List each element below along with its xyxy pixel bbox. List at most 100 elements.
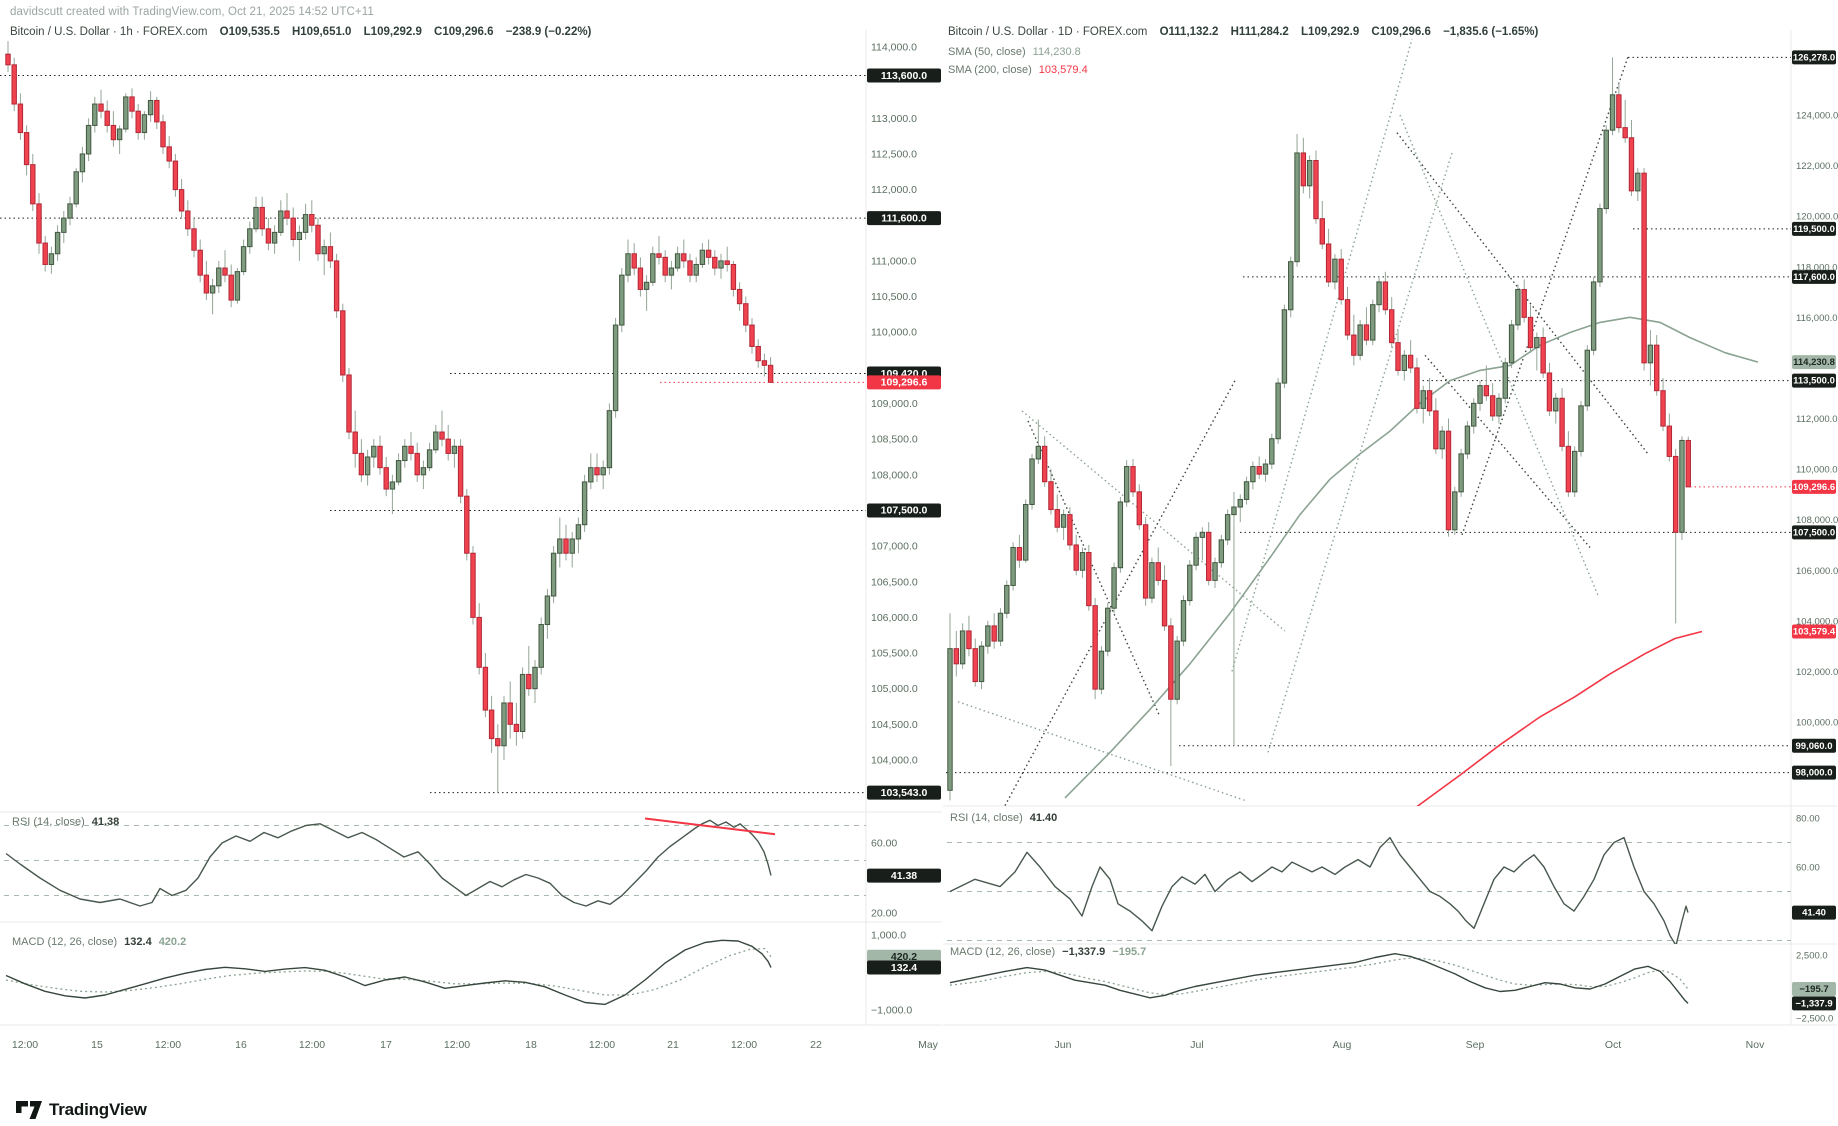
level-badge-bg — [1792, 50, 1836, 65]
price-tick: 108,000.0 — [871, 469, 918, 481]
rsi-tick: 60.00 — [1796, 863, 1820, 874]
price-tick: 102,000.0 — [1796, 667, 1838, 678]
price-tick: 114,000.0 — [871, 42, 917, 54]
candle-body — [1269, 438, 1275, 465]
macd-pane[interactable] — [949, 953, 1689, 1004]
rsi-tick: 80.00 — [1796, 814, 1820, 825]
candle-body — [606, 410, 613, 469]
macd-label-right: MACD (12, 26, close) — [950, 946, 1056, 958]
price-axis[interactable]: 124,000.0 122,000.0 120,000.0 118,000.0 116,… — [1796, 111, 1838, 729]
sma-badge: 114,230.8 — [1792, 355, 1836, 370]
candle-body — [228, 274, 234, 301]
time-tick: 12:00 — [444, 1039, 470, 1051]
time-axis[interactable]: 12:00 15 12:00 16 12:00 17 12:00 18 12:00 21 12:00… — [12, 1039, 822, 1051]
rsi-badge-bg — [867, 868, 941, 883]
macd-badge: 132.4 — [867, 960, 941, 975]
candle-body — [1464, 425, 1471, 455]
candle-body — [54, 231, 61, 255]
trendline[interactable] — [1267, 152, 1453, 753]
price-tick: 112,500.0 — [871, 148, 917, 160]
candle-body — [333, 260, 340, 312]
time-axis[interactable]: May Jun Jul Aug Sep Oct Nov — [918, 1039, 1765, 1051]
sma50-legend[interactable]: SMA (50, close) 114,230.8 — [948, 46, 1081, 58]
legend-right[interactable]: Bitcoin / U.S. Dollar · 1D · FOREX.com O… — [948, 26, 1538, 38]
time-tick: 12:00 — [299, 1039, 325, 1051]
rsi-line — [5, 819, 772, 907]
macd-value-left: 132.4 — [124, 936, 152, 948]
price-tick: 122,000.0 — [1796, 161, 1838, 172]
rsi-pane[interactable] — [4, 817, 866, 907]
symbol-title-right[interactable]: Bitcoin / U.S. Dollar · 1D · FOREX.com — [948, 26, 1148, 38]
candles[interactable] — [947, 57, 1691, 801]
rsi-badge: 41.38 — [867, 868, 941, 883]
candle-body — [1250, 466, 1256, 483]
symbol-title-left[interactable]: Bitcoin / U.S. Dollar · 1h · FOREX.com — [10, 26, 208, 38]
macd-legend-left[interactable]: MACD (12, 26, close) 132.4 420.2 — [12, 936, 186, 948]
price-axis[interactable]: 114,000.0 113,000.0 112,500.0 112,000.0 111,… — [871, 42, 918, 767]
candle-body — [426, 449, 433, 469]
legend-left[interactable]: Bitcoin / U.S. Dollar · 1h · FOREX.com O… — [10, 26, 591, 38]
trendline[interactable] — [1399, 114, 1599, 596]
candle-body — [364, 456, 371, 476]
candle-body — [619, 274, 625, 326]
level-badge-text: 126,278.0 — [1793, 52, 1835, 63]
candle-body — [1426, 390, 1433, 412]
trendline[interactable] — [1231, 38, 1413, 672]
candle-body — [1344, 299, 1351, 336]
trendline[interactable] — [1424, 354, 1591, 548]
sma200-legend[interactable]: SMA (200, close) 103,579.4 — [948, 64, 1088, 76]
candle-body — [1149, 562, 1155, 599]
candles[interactable] — [5, 41, 774, 793]
time-tick: Oct — [1605, 1039, 1621, 1051]
candle-body — [1553, 397, 1559, 412]
macd-line — [949, 953, 1689, 1004]
rsi-tick: 60.00 — [871, 838, 897, 850]
time-tick: 16 — [235, 1039, 247, 1051]
candle-body — [154, 99, 160, 123]
price-tick: 107,000.0 — [871, 541, 918, 553]
candle-body — [1559, 397, 1565, 447]
rsi-legend-right[interactable]: RSI (14, close) 41.40 — [950, 812, 1057, 824]
trendline[interactable] — [1461, 56, 1629, 536]
price-tick: 109,000.0 — [871, 398, 918, 410]
rsi-legend-left[interactable]: RSI (14, close) 41.38 — [12, 816, 119, 828]
candle-body — [1174, 640, 1180, 700]
candle-body — [1395, 342, 1401, 371]
trendline[interactable] — [1021, 410, 1286, 632]
trendline[interactable] — [1027, 420, 1161, 718]
tradingview-logo[interactable]: TradingView — [16, 1100, 147, 1120]
ohlc-open-right: O111,132.2 — [1159, 26, 1219, 38]
candle-body — [346, 374, 352, 433]
close-badge: 109,296.6 — [867, 375, 941, 390]
candle-body — [1168, 625, 1174, 700]
candle-body — [1376, 281, 1382, 306]
trendline[interactable] — [957, 701, 1246, 802]
candle-body — [1521, 289, 1527, 318]
candle-body — [1130, 466, 1136, 493]
candle-body — [98, 103, 104, 112]
candle-body — [488, 709, 495, 740]
candle-body — [36, 203, 42, 244]
macd-tick: 2,500.0 — [1796, 951, 1828, 962]
sma200-value: 103,579.4 — [1038, 64, 1088, 76]
rsi-divergence-line[interactable] — [644, 817, 776, 836]
candle-body — [185, 210, 191, 230]
candle-body — [730, 263, 737, 290]
candle-body — [296, 231, 303, 241]
close-badge: 109,296.6 — [1792, 479, 1836, 494]
ohlc-close-left: C109,296.6 — [434, 26, 494, 38]
price-tick: 116,000.0 — [1796, 313, 1838, 324]
candle-body — [538, 624, 544, 668]
rsi-pane[interactable] — [947, 836, 1791, 946]
candle-body — [1370, 304, 1376, 341]
candle-body — [1004, 584, 1010, 614]
tradingview-brand-text: TradingView — [49, 1100, 147, 1119]
macd-pane[interactable] — [5, 939, 772, 1006]
candle-body — [482, 666, 489, 711]
level-badge-bg — [1792, 221, 1836, 236]
chart-btc-1d: 126,278.0 119,500.0 117,600.0 113,500.0 107,… — [918, 30, 1838, 1051]
macd-legend-right[interactable]: MACD (12, 26, close) −1,337.9 −195.7 — [950, 946, 1146, 958]
candle-body — [1477, 385, 1483, 404]
